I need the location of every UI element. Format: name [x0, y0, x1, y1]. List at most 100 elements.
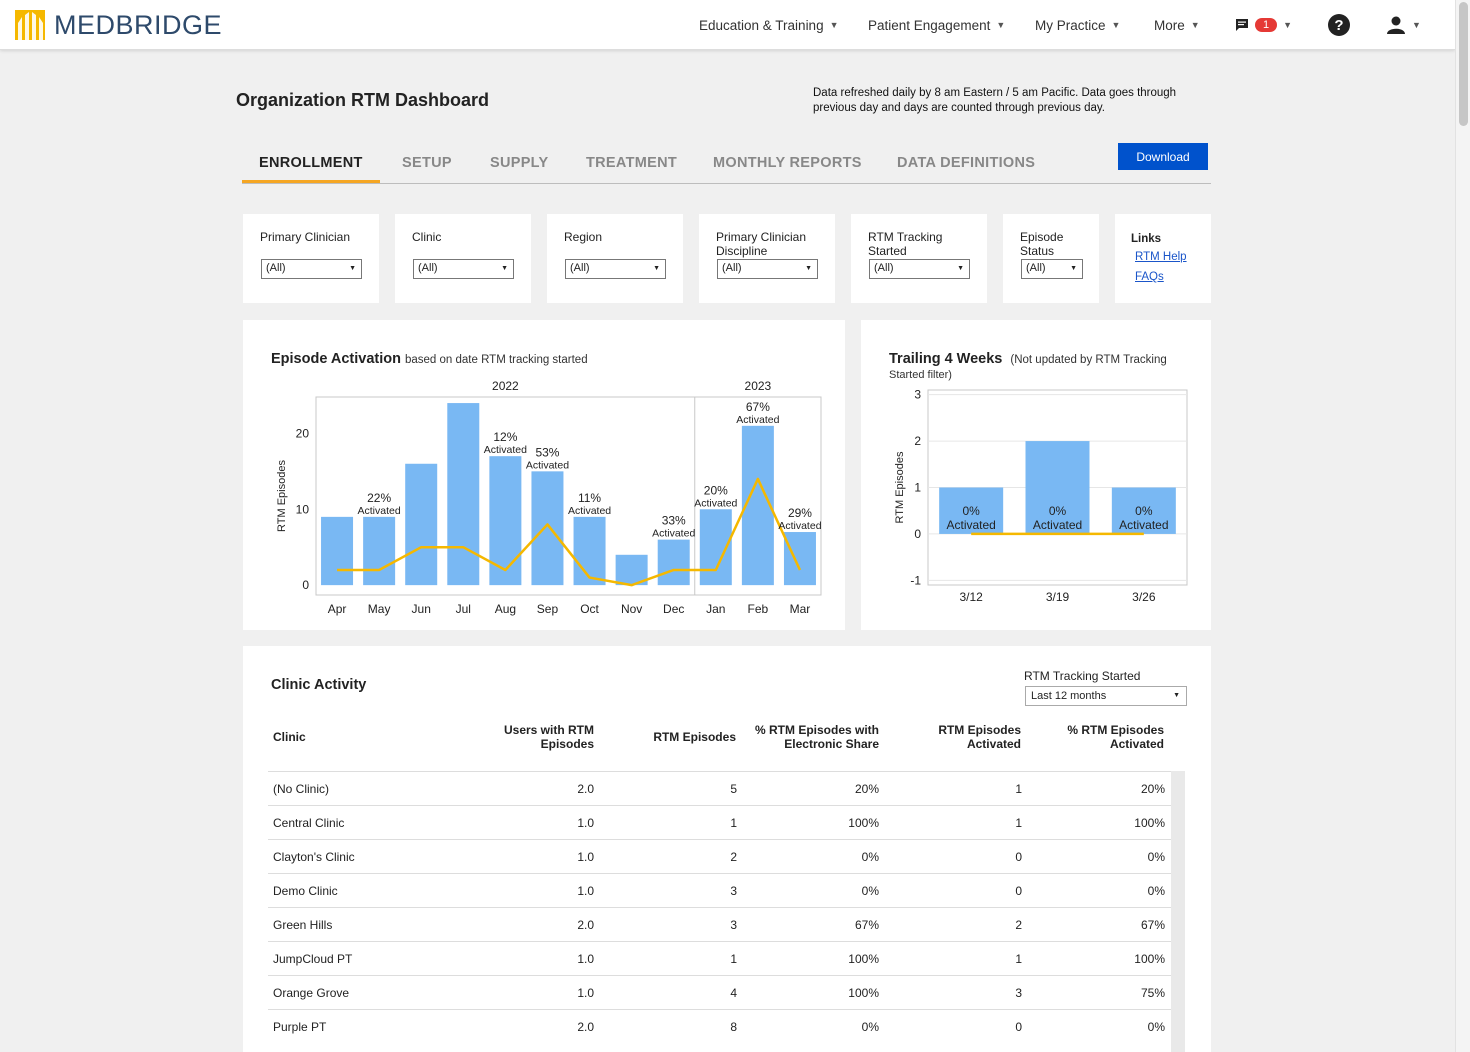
clinic-name-cell: (No Clinic) — [273, 782, 330, 796]
table-cell: 0% — [1147, 850, 1165, 864]
chevron-down-icon: ▼ — [1283, 20, 1293, 30]
chevron-down-icon: ▼ — [996, 20, 1006, 30]
table-cell: 1 — [1015, 782, 1022, 796]
scrollbar-thumb[interactable] — [1459, 2, 1468, 126]
nav-my-practice[interactable]: My Practice ▼ — [1035, 0, 1120, 50]
column-header-clinic[interactable]: Clinic — [273, 730, 423, 744]
clinic-name-cell: Clayton's Clinic — [273, 850, 355, 864]
table-cell: 2.0 — [577, 1020, 594, 1034]
dropdown-arrow-icon: ▼ — [957, 265, 964, 272]
chevron-down-icon: ▼ — [1190, 20, 1200, 30]
header-line: RTM Episodes — [938, 723, 1021, 737]
data-label: 0% — [962, 504, 980, 518]
bar — [531, 471, 564, 586]
brand-name: MEDBRIDGE — [54, 9, 223, 40]
y-tick-label: 10 — [296, 502, 310, 516]
help-icon: ? — [1328, 14, 1350, 36]
y-axis-label: RTM Episodes — [276, 460, 288, 532]
table-row[interactable]: JumpCloud PT 1.0 1 100% 1 100% — [268, 941, 1171, 975]
filter-episode-status: Episode Status (All) ▼ — [1003, 214, 1099, 303]
header-line: RTM Episodes — [653, 730, 736, 744]
links-card: Links RTM Help FAQs — [1115, 214, 1211, 303]
x-tick-label: 3/19 — [1046, 590, 1070, 604]
messages-menu[interactable]: 1 ▼ — [1235, 0, 1292, 50]
region-select[interactable]: (All) ▼ — [565, 259, 666, 279]
tab-enrollment[interactable]: ENROLLMENT — [259, 155, 363, 171]
x-tick-label: 3/12 — [959, 590, 983, 604]
activated-line — [337, 477, 802, 587]
table-row[interactable]: Clayton's Clinic 1.0 2 0% 0 0% — [268, 839, 1171, 873]
x-tick-label: Feb — [748, 602, 769, 616]
chart-title: Trailing 4 Weeks — [889, 351, 1003, 367]
x-tick-label: Dec — [663, 602, 684, 616]
active-tab-indicator — [242, 180, 380, 183]
table-row[interactable]: Orange Grove 1.0 4 100% 3 75% — [268, 975, 1171, 1009]
y-tick-label: 20 — [296, 426, 310, 440]
tab-data-definitions[interactable]: DATA DEFINITIONS — [897, 155, 1036, 171]
tab-treatment[interactable]: TREATMENT — [586, 155, 678, 171]
y-axis-label: RTM Episodes — [894, 451, 906, 523]
filter-label: RTM Tracking Started — [868, 230, 943, 258]
select-value: (All) — [570, 262, 590, 274]
select-value: (All) — [418, 262, 438, 274]
table-scrollbar[interactable] — [1171, 771, 1185, 1052]
data-label-suffix: Activated — [1119, 518, 1168, 532]
nav-more[interactable]: More ▼ — [1154, 0, 1200, 50]
nav-patient-engagement[interactable]: Patient Engagement ▼ — [868, 0, 1005, 50]
account-menu[interactable]: ▼ — [1386, 0, 1421, 50]
rtm-help-link[interactable]: RTM Help — [1135, 251, 1187, 263]
column-header-electronic-share[interactable]: % RTM Episodes with Electronic Share — [709, 723, 879, 751]
table-cell: 1.0 — [577, 816, 594, 830]
table-row[interactable]: (No Clinic) 2.0 5 20% 1 20% — [268, 771, 1171, 805]
episode-activation-title: Episode Activation based on date RTM trac… — [271, 351, 588, 367]
tab-supply[interactable]: SUPPLY — [490, 155, 549, 171]
nav-label: Patient Engagement — [868, 17, 991, 33]
brand-logo[interactable]: MEDBRIDGE — [14, 9, 222, 41]
tab-setup[interactable]: SETUP — [402, 155, 452, 171]
table-cell: 0% — [861, 850, 879, 864]
bar — [363, 516, 396, 586]
header-line: % RTM Episodes with — [754, 723, 879, 737]
table-row[interactable]: Central Clinic 1.0 1 100% 1 100% — [268, 805, 1171, 839]
year-label: 2022 — [492, 379, 519, 393]
table-cell: 100% — [1134, 952, 1165, 966]
chart-title: Episode Activation — [271, 351, 401, 367]
download-button[interactable]: Download — [1118, 143, 1208, 170]
column-header-percent-activated[interactable]: % RTM Episodes Activated — [1014, 723, 1164, 751]
table-row[interactable]: Demo Clinic 1.0 3 0% 0 0% — [268, 873, 1171, 907]
faqs-link[interactable]: FAQs — [1135, 271, 1164, 283]
table-cell: 100% — [1134, 816, 1165, 830]
help-button[interactable]: ? — [1328, 0, 1350, 50]
table-row[interactable]: Purple PT 2.0 8 0% 0 0% — [268, 1009, 1171, 1043]
table-cell: 100% — [848, 952, 879, 966]
rtm-tracking-period-select[interactable]: Last 12 months ▼ — [1025, 686, 1187, 706]
table-row[interactable]: Green Hills 2.0 3 67% 2 67% — [268, 907, 1171, 941]
table-cell: 1.0 — [577, 884, 594, 898]
tab-monthly-reports[interactable]: MONTHLY REPORTS — [713, 155, 862, 171]
table-cell: 8 — [730, 1020, 737, 1034]
filter-label: Primary Clinician — [260, 230, 351, 244]
primary-clinician-select[interactable]: (All) ▼ — [261, 259, 362, 279]
rtm-tracking-started-select[interactable]: (All) ▼ — [869, 259, 970, 279]
episode-status-select[interactable]: (All) ▼ — [1021, 259, 1083, 279]
header-line: Electronic Share — [784, 737, 879, 751]
column-header-users[interactable]: Users with RTM Episodes — [444, 723, 594, 751]
clinic-select[interactable]: (All) ▼ — [413, 259, 514, 279]
clinic-activity-table: (No Clinic) 2.0 5 20% 1 20% Central Clinic 1.0 1… — [268, 771, 1171, 1043]
dropdown-arrow-icon: ▼ — [349, 265, 356, 272]
top-nav-bar: MEDBRIDGE Education & Training ▼ Patient… — [0, 0, 1455, 50]
table-cell: 1.0 — [577, 952, 594, 966]
data-label-suffix: Activated — [484, 444, 527, 456]
page-scrollbar[interactable] — [1455, 0, 1470, 1052]
chart-subtitle: based on date RTM tracking started — [404, 354, 588, 366]
nav-education-training[interactable]: Education & Training ▼ — [699, 0, 839, 50]
column-header-rtm-episodes[interactable]: RTM Episodes — [586, 730, 736, 744]
table-cell: 3 — [730, 918, 737, 932]
data-label-suffix: Activated — [358, 505, 401, 517]
discipline-select[interactable]: (All) ▼ — [717, 259, 818, 279]
bar — [321, 516, 354, 586]
column-header-activated[interactable]: RTM Episodes Activated — [871, 723, 1021, 751]
nav-label: More — [1154, 17, 1185, 33]
chart-subtitle: (Not updated by RTM Tracking — [1010, 354, 1167, 366]
table-cell: 1 — [1015, 952, 1022, 966]
